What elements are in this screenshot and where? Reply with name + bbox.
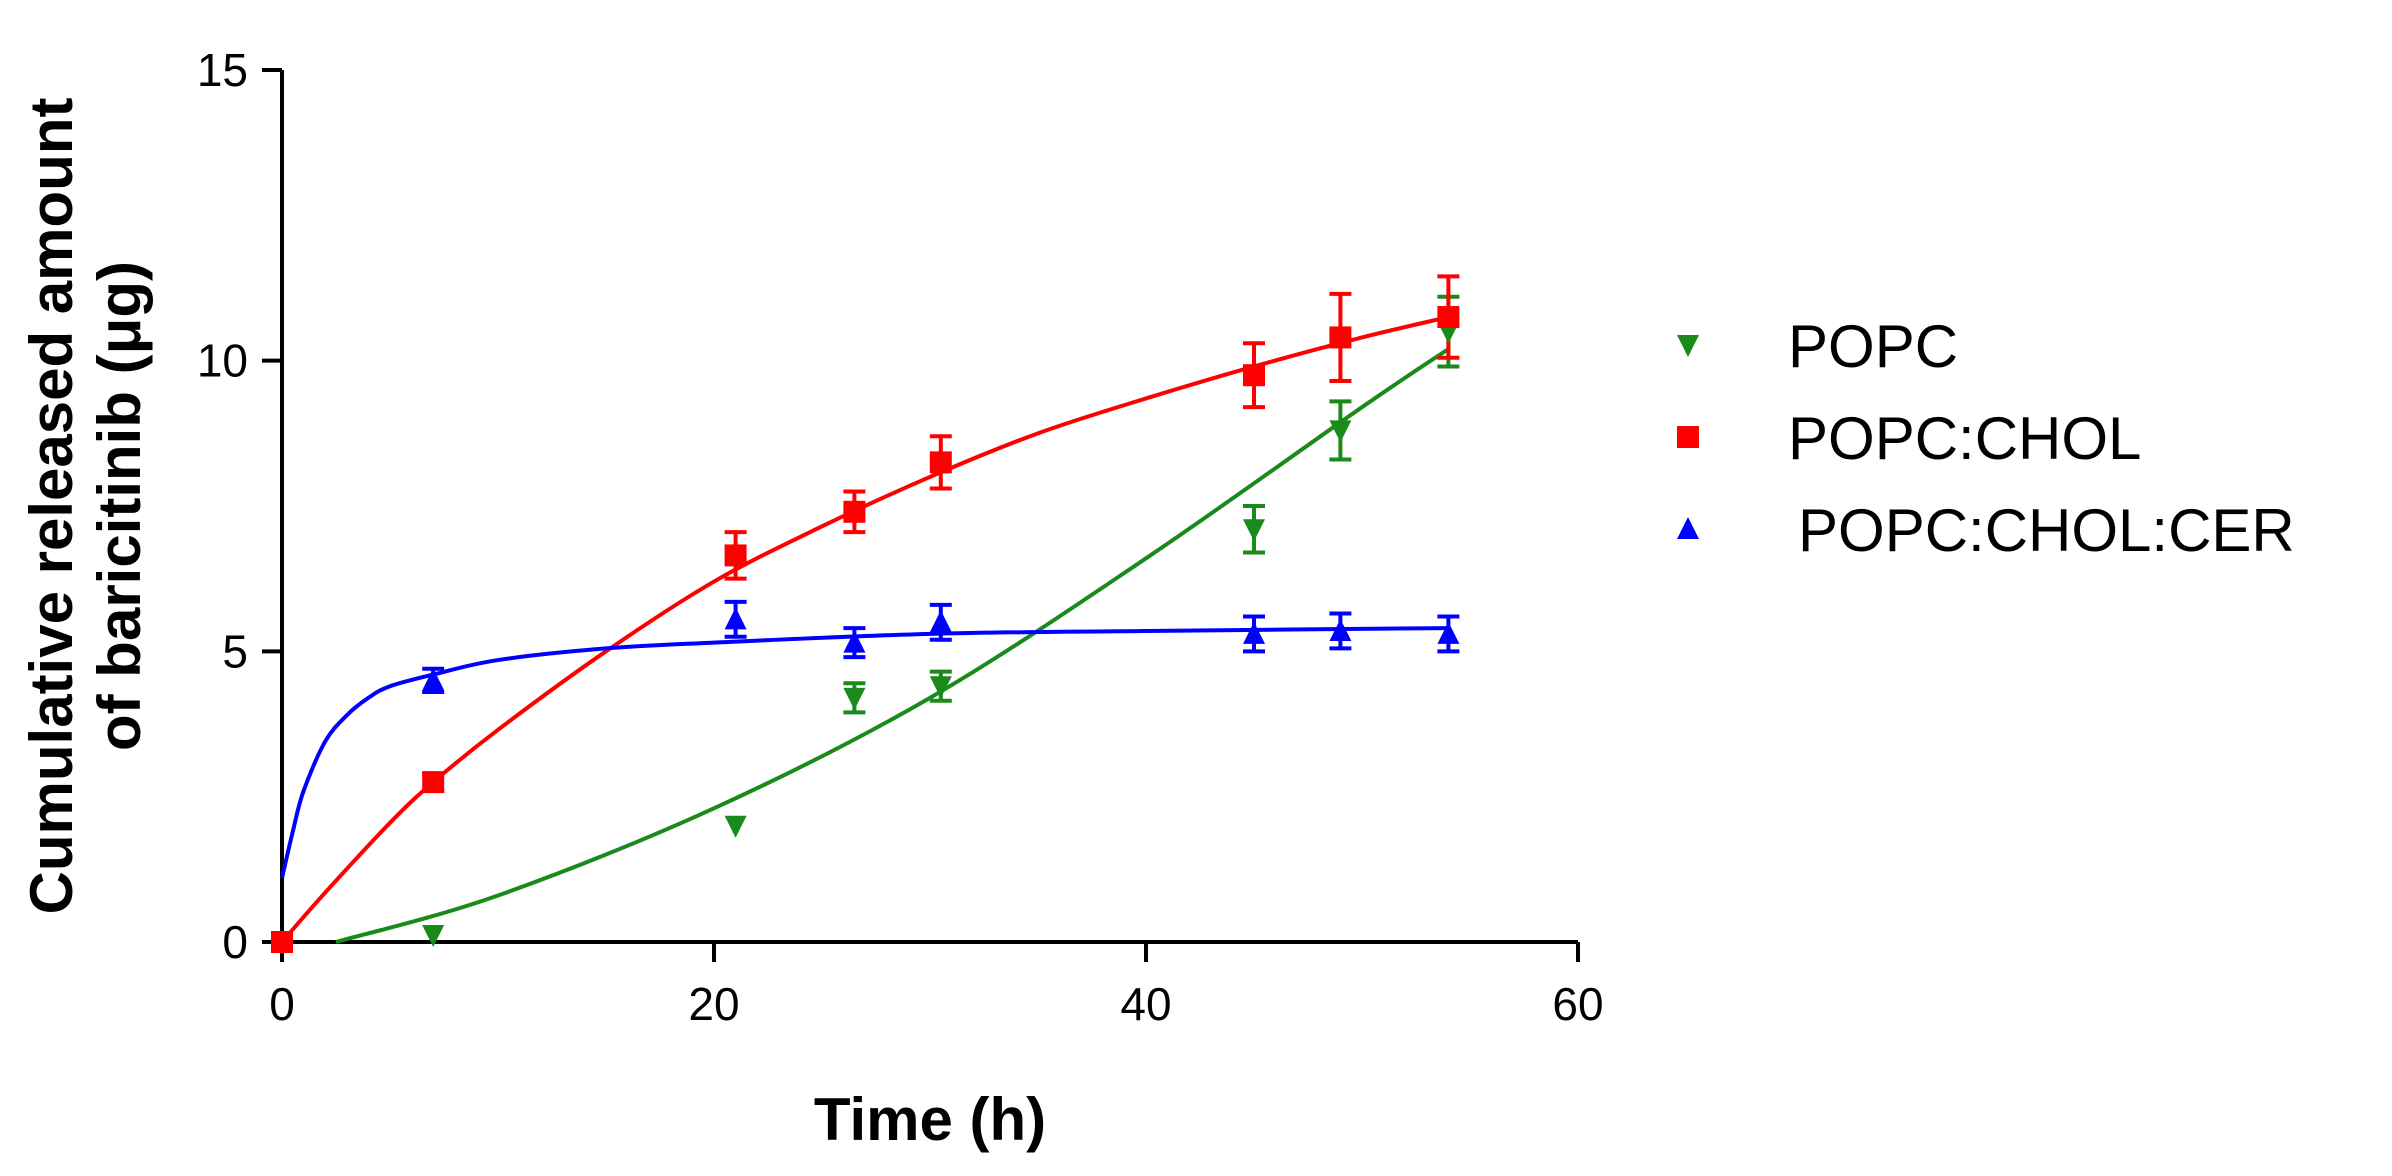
data-point-popc-chol-cer <box>843 630 866 653</box>
legend-label-popc: POPC <box>1788 313 1958 380</box>
y-tick-label: 10 <box>197 335 248 387</box>
y-tick-label: 0 <box>222 916 248 968</box>
data-point-popc-chol-cer <box>1437 621 1460 644</box>
fit-curve-popc-chol <box>280 315 1449 944</box>
legend-item-popc-chol: POPC:CHOL <box>1677 405 2141 472</box>
data-point-popc <box>929 676 952 699</box>
legend-item-popc: POPC <box>1677 313 1958 380</box>
data-point-popc-chol <box>1437 306 1460 329</box>
legend-item-popc-chol-cer: POPC:CHOL:CER <box>1677 497 2295 564</box>
legend-marker-popc-chol-cer <box>1677 517 1699 539</box>
data-point-popc-chol <box>422 771 445 794</box>
y-axis-title-line-1: Cumulative released amount <box>18 98 85 915</box>
x-tick-label: 0 <box>269 978 295 1030</box>
data-point-popc-chol <box>724 544 747 567</box>
data-point-popc <box>724 815 747 838</box>
y-tick-label: 5 <box>222 625 248 677</box>
y-axis-title-line-2: of baricitinib (μg) <box>86 261 153 751</box>
x-axis-title: Time (h) <box>814 1086 1046 1153</box>
data-point-popc <box>1329 420 1352 443</box>
legend-marker-popc <box>1677 335 1699 357</box>
data-point-popc-chol-cer <box>929 610 952 633</box>
data-point-popc-chol-cer <box>422 668 445 691</box>
x-tick-label: 40 <box>1120 978 1171 1030</box>
data-point-popc-chol-cer <box>1329 618 1352 641</box>
data-point-popc-chol <box>929 451 952 474</box>
x-tick-label: 60 <box>1552 978 1603 1030</box>
legend-label-popc-chol: POPC:CHOL <box>1788 405 2141 472</box>
fit-curves <box>280 315 1450 944</box>
y-tick-label: 15 <box>197 44 248 96</box>
legend: POPC POPC:CHOL POPC:CHOL:CER <box>1677 313 2295 564</box>
data-point-popc-chol <box>843 500 866 523</box>
y-axis-title: Cumulative released amount of baricitini… <box>18 98 153 915</box>
axes <box>280 70 1578 944</box>
data-point-popc <box>1243 519 1265 542</box>
data-point-popc-chol <box>1243 364 1265 387</box>
x-tick-label: 20 <box>688 978 739 1030</box>
fit-curve-popc <box>335 347 1450 944</box>
data-points <box>271 306 1460 954</box>
fit-curve-popc-chol-cer <box>280 626 1449 879</box>
data-point-popc <box>422 925 445 948</box>
legend-label-popc-chol-cer: POPC:CHOL:CER <box>1798 497 2295 564</box>
data-point-popc <box>843 687 866 710</box>
data-point-popc-chol <box>1329 326 1352 349</box>
legend-marker-popc-chol <box>1677 426 1699 448</box>
data-point-popc-chol-cer <box>1243 621 1265 644</box>
data-point-popc-chol-cer <box>724 607 747 630</box>
ticks: 0 20 40 60 0 5 10 15 <box>197 44 1604 1030</box>
data-point-popc-chol <box>271 931 293 953</box>
